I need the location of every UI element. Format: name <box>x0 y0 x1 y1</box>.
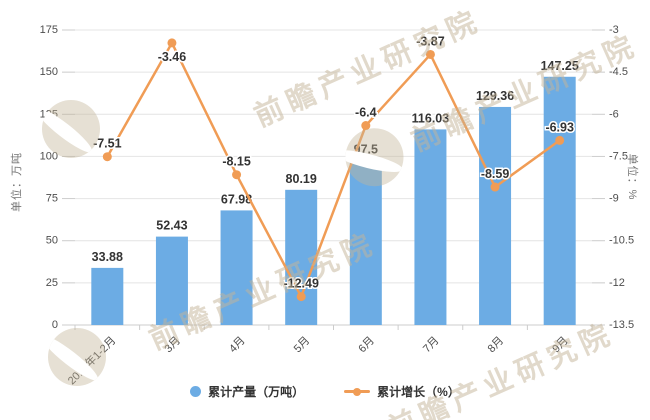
line-value-label: -3.46 <box>158 50 187 64</box>
x-axis-label: 9月 <box>550 335 571 356</box>
right-axis-tick-label: -12 <box>609 277 625 289</box>
left-axis-tick-label: 75 <box>46 193 58 205</box>
line-value-label: -6.4 <box>355 106 377 120</box>
line-value-label: -3.87 <box>416 34 445 48</box>
x-axis-label: 4月 <box>227 335 248 356</box>
left-axis-tick-label: 100 <box>40 150 58 162</box>
line-series-swatch-icon <box>344 387 371 396</box>
bar-value-label: 67.98 <box>221 192 252 206</box>
x-axis-label: 6月 <box>356 335 377 356</box>
line-point[interactable] <box>296 292 306 302</box>
bar[interactable] <box>220 210 253 325</box>
left-axis-tick-label: 125 <box>40 108 58 120</box>
bar-value-label: 129.36 <box>476 89 514 103</box>
line-point[interactable] <box>361 121 371 131</box>
line-point[interactable] <box>425 49 435 59</box>
line-value-label: -8.15 <box>222 155 251 169</box>
line-point[interactable] <box>232 170 242 180</box>
x-axis-label: 2019年1-2月 <box>64 333 118 387</box>
right-axis-tick-label: -4.5 <box>609 66 628 78</box>
line-point[interactable] <box>102 152 112 162</box>
bar-value-label: 147.25 <box>541 59 579 73</box>
bar[interactable] <box>349 160 382 325</box>
bar[interactable] <box>414 129 447 325</box>
bar-value-label: 52.43 <box>156 219 187 233</box>
trend-line <box>106 40 561 300</box>
legend: 累计产量（万吨） 累计增长（%） <box>0 383 650 400</box>
right-axis-tick-label: -9 <box>609 193 619 205</box>
bar[interactable] <box>479 106 512 325</box>
bar-value-label: 80.19 <box>286 172 317 186</box>
right-axis-title: 单位：% <box>626 153 638 201</box>
bar-value-label: 33.88 <box>92 250 123 264</box>
x-axis-label: 5月 <box>292 335 313 356</box>
bar-series-swatch-icon <box>190 386 202 397</box>
right-axis-tick-label: -3 <box>609 24 619 36</box>
line-value-label: -8.59 <box>481 167 510 181</box>
legend-item-production[interactable]: 累计产量（万吨） <box>190 383 304 400</box>
left-axis-tick-label: 25 <box>46 277 58 289</box>
right-axis-tick-label: -10.5 <box>609 235 634 247</box>
bar[interactable] <box>155 236 188 325</box>
left-axis-title: 单位：万吨 <box>11 152 23 212</box>
left-axis-tick-label: 175 <box>40 24 58 36</box>
line-value-label: -7.51 <box>93 137 122 151</box>
left-axis-tick-label: 150 <box>40 66 58 78</box>
bar-value-label: 116.03 <box>412 111 450 125</box>
right-axis-tick-label: -6 <box>609 108 619 120</box>
legend-item-growth[interactable]: 累计增长（%） <box>344 383 460 400</box>
right-axis-tick-label: -7.5 <box>609 150 628 162</box>
legend-label-growth: 累计增长（%） <box>377 385 460 399</box>
line-value-label: -12.49 <box>283 277 318 291</box>
bar[interactable] <box>91 267 124 325</box>
line-value-label: -6.93 <box>545 120 574 134</box>
left-axis-tick-label: 50 <box>46 235 58 247</box>
bar[interactable] <box>543 76 576 326</box>
left-axis-tick-label: 0 <box>52 319 58 331</box>
line-point[interactable] <box>555 135 565 145</box>
right-axis-tick-label: -13.5 <box>609 319 634 331</box>
legend-label-production: 累计产量（万吨） <box>208 385 305 399</box>
x-axis-label: 7月 <box>421 335 442 356</box>
line-point[interactable] <box>167 38 177 48</box>
x-axis-label: 8月 <box>486 335 507 356</box>
bar[interactable] <box>285 189 318 325</box>
x-axis-label: 3月 <box>162 335 183 356</box>
line-point[interactable] <box>490 182 500 192</box>
